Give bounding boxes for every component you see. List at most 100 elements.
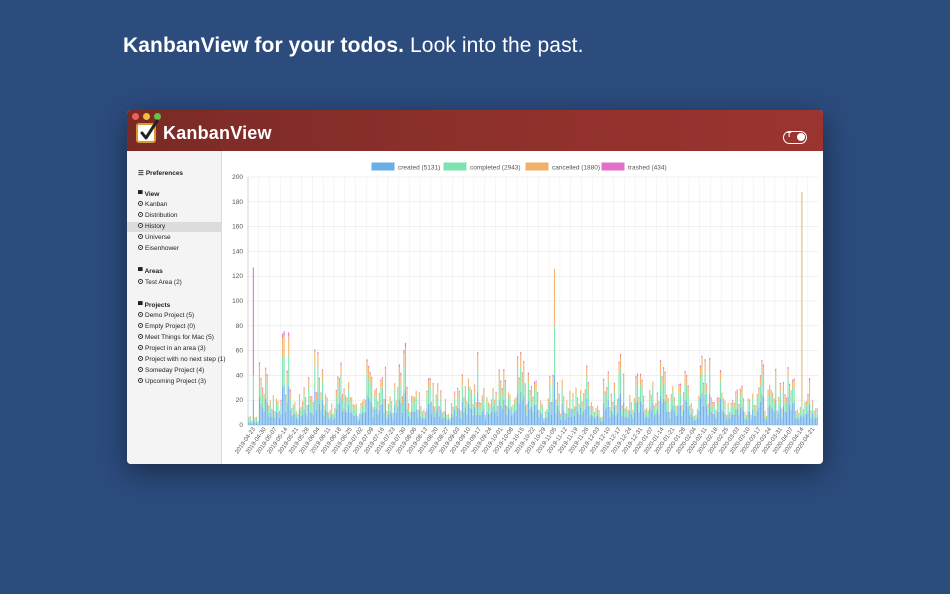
bar-segment-completed (423, 412, 425, 418)
bar-segment-created (798, 419, 800, 425)
sidebar-item-someday-project[interactable]: Someday Project (4) (127, 366, 221, 376)
bar-segment-created (606, 407, 608, 425)
bar-segment-created (724, 413, 726, 425)
bar-segment-cancelled (398, 367, 400, 380)
sidebar-item-distribution[interactable]: Distribution (127, 211, 221, 221)
bar-segment-completed (337, 386, 339, 404)
bar-segment-completed (392, 414, 394, 420)
bar-segment-created (431, 414, 433, 425)
bar-segment-trashed (504, 379, 506, 382)
bar-segment-completed (639, 384, 642, 402)
bar-segment-created (352, 415, 354, 425)
bar-segment-created (624, 417, 626, 425)
close-window-button[interactable] (132, 113, 139, 120)
bar-segment-completed (570, 411, 572, 417)
bar-segment-created (412, 411, 414, 425)
bar-segment-created (360, 414, 362, 425)
bar-segment-trashed (666, 394, 668, 396)
bar-segment-completed (472, 407, 474, 416)
sidebar-item-eisenhower[interactable]: Eisenhower (127, 244, 221, 254)
bar-segment-created (506, 414, 508, 425)
sidebar-item-upcoming-project[interactable]: Upcoming Project (3) (127, 377, 221, 387)
bar-segment-cancelled (351, 397, 353, 403)
bar-segment-completed (500, 390, 502, 406)
bar-segment-created (755, 415, 757, 425)
bar-segment-completed (718, 403, 720, 412)
bar-segment-cancelled (380, 381, 382, 390)
bar-segment-created (289, 410, 291, 425)
bar-segment-cancelled (560, 413, 562, 416)
bar-segment-cancelled (601, 416, 603, 418)
sidebar-item-empty-project[interactable]: Empty Project (0) (127, 322, 221, 332)
sidebar-item-meet-things[interactable]: Meet Things for Mac (5) (127, 333, 221, 343)
zoom-window-button[interactable] (154, 113, 161, 120)
sidebar-item-demo-project[interactable]: Demo Project (5) (127, 311, 221, 321)
bar-segment-completed (750, 416, 752, 420)
bar-segment-cancelled (303, 388, 305, 397)
bar-segment-completed (474, 393, 476, 408)
sidebar-item-kanban[interactable]: Kanban (127, 200, 221, 210)
bar-segment-cancelled (500, 382, 502, 391)
bar-segment-cancelled (704, 361, 706, 374)
bar-segment-trashed (759, 375, 761, 377)
bar-segment-cancelled (314, 351, 316, 367)
bar-segment-cancelled (470, 389, 473, 397)
bar-segment-completed (638, 402, 640, 413)
sidebar-item-history[interactable]: History (127, 222, 221, 232)
bar-segment-cancelled (646, 407, 648, 411)
bar-segment-cancelled (271, 408, 273, 412)
bar-segment-trashed (753, 404, 755, 406)
bar-segment-completed (283, 355, 285, 386)
bar-segment-completed (669, 414, 671, 419)
bar-segment-trashed (455, 405, 457, 407)
bar-segment-cancelled (543, 417, 545, 420)
sidebar-item-project-in-area[interactable]: Project in an area (3) (127, 344, 221, 354)
app-title: KanbanView (163, 123, 272, 143)
bar-segment-cancelled (769, 384, 771, 392)
bar-segment-trashed (474, 384, 476, 386)
bar-segment-trashed (305, 397, 307, 399)
bar-segment-cancelled (735, 392, 737, 399)
bar-segment-cancelled (503, 371, 505, 382)
bar-segment-cancelled (272, 395, 274, 401)
bar-segment-created (652, 403, 654, 425)
bar-segment-completed (541, 407, 543, 415)
bar-segment-trashed (321, 369, 324, 372)
y-tick-label: 200 (232, 174, 243, 181)
bar-segment-completed (663, 380, 665, 399)
sidebar-item-test-area[interactable]: Test Area (2) (127, 278, 221, 288)
bar-segment-completed (361, 405, 364, 414)
bar-segment-created (756, 410, 758, 425)
bar-segment-cancelled (477, 354, 479, 369)
preferences-link[interactable]: ☰ Preferences (138, 169, 183, 177)
bar-segment-cancelled (798, 412, 800, 416)
bar-segment-cancelled (752, 393, 754, 399)
bar-segment-trashed (682, 392, 685, 394)
bar-segment-completed (320, 399, 322, 411)
bar-segment-completed (254, 418, 256, 423)
bar-segment-completed (538, 412, 540, 418)
bar-segment-created (463, 412, 465, 425)
bar-segment-created (629, 410, 631, 425)
bar-segment-trashed (557, 382, 559, 385)
bar-segment-cancelled (263, 395, 265, 402)
bar-segment-created (744, 418, 746, 425)
legend-swatch (525, 162, 549, 171)
sidebar-item-project-no-next-step[interactable]: Project with no next step (1) (127, 355, 226, 365)
bar-segment-completed (655, 406, 657, 414)
bar-segment-created (655, 413, 657, 425)
bar-segment-created (497, 416, 499, 425)
bar-segment-completed (719, 381, 722, 399)
bar-segment-created (460, 418, 462, 425)
bar-segment-created (272, 410, 274, 425)
bar-segment-trashed (738, 404, 740, 405)
bar-segment-completed (649, 395, 651, 408)
minimize-window-button[interactable] (143, 113, 150, 120)
bar-segment-completed (784, 401, 786, 412)
bar-segment-created (298, 409, 301, 425)
sidebar-item-universe[interactable]: Universe (127, 233, 221, 243)
bar-segment-created (801, 415, 803, 425)
theme-toggle[interactable]: T (783, 131, 807, 144)
bar-segment-cancelled (781, 409, 783, 413)
bar-segment-created (444, 411, 446, 425)
